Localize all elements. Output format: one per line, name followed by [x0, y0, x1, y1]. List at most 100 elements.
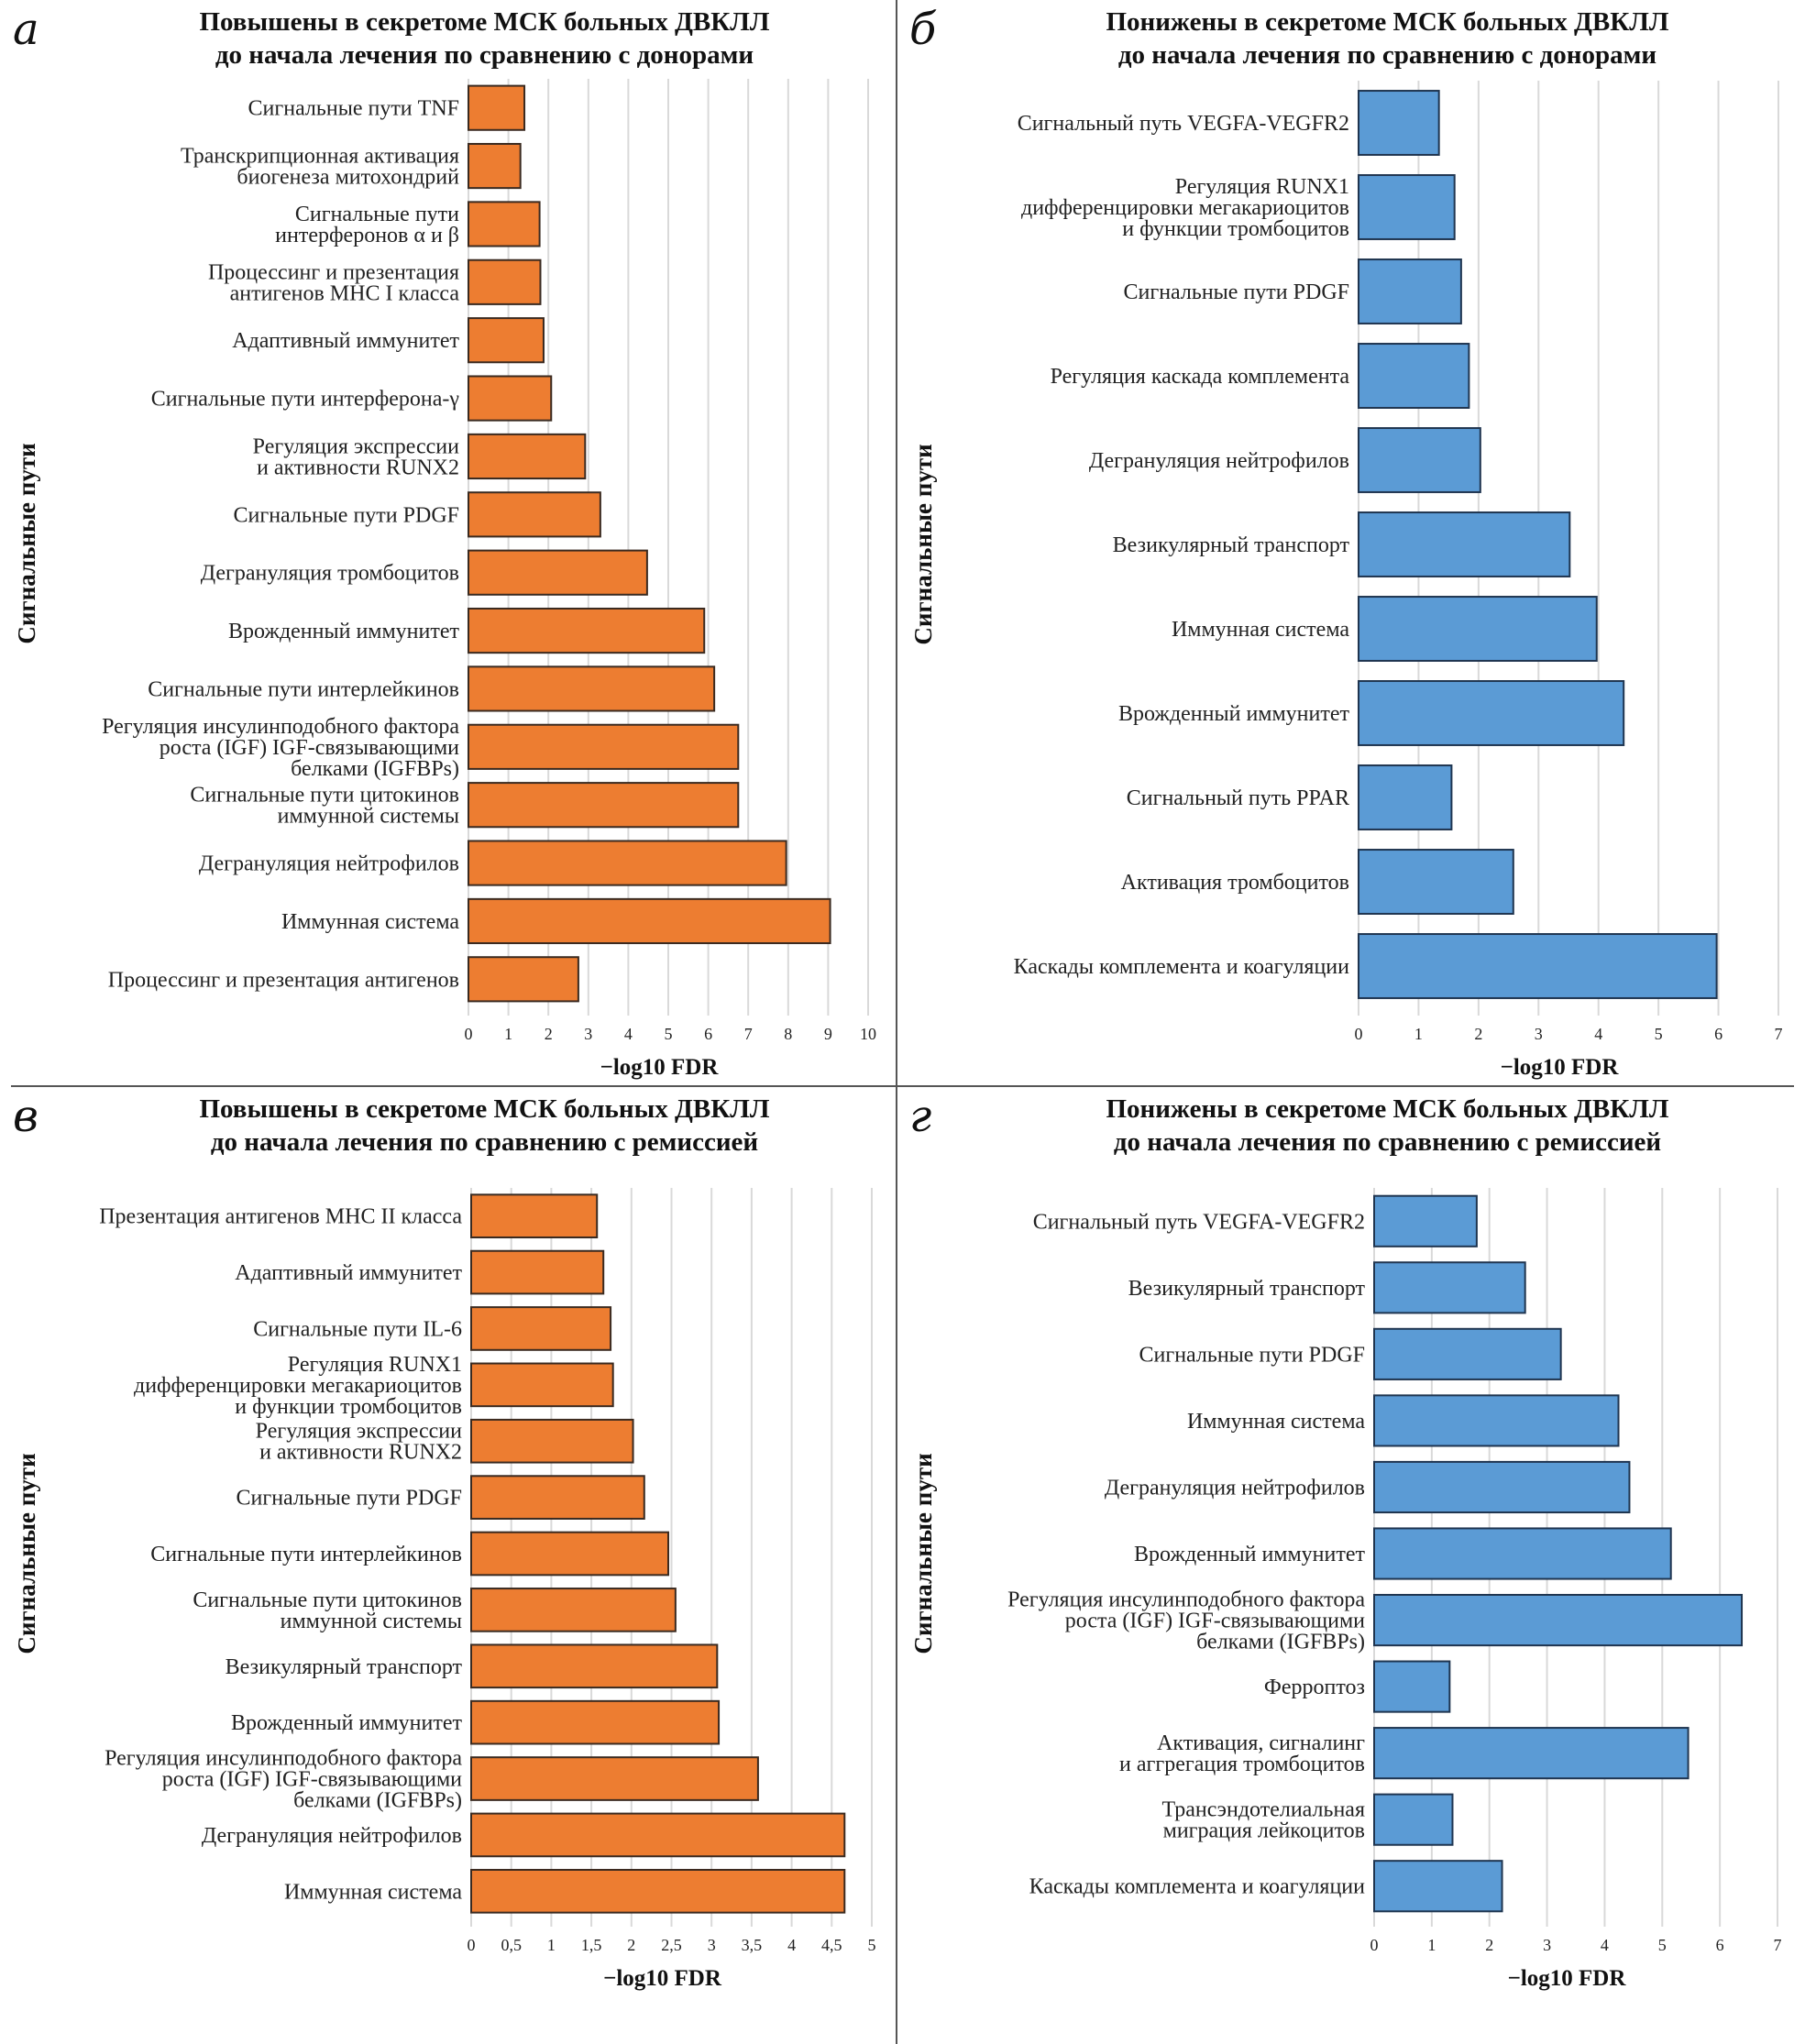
category-label: Регуляция экспрессии и активности RUNX2 [253, 434, 459, 479]
category-label-line: Сигнальные пути PDGF [237, 1487, 462, 1511]
x-tick-label: 1 [1414, 1025, 1423, 1043]
y-axis-title: Сигнальные пути [909, 1453, 937, 1654]
bar [1373, 1261, 1526, 1314]
category-label-line: Дегрануляция нейтрофилов [202, 1824, 462, 1848]
category-label-line: Регуляция RUNX1 [1175, 175, 1349, 199]
category-label: Процессинг и презентация антигенов [108, 968, 459, 992]
bar [1373, 1394, 1620, 1447]
category-label: Каскады комплемента и коагуляции [1029, 1875, 1365, 1899]
bar [470, 1588, 677, 1632]
bar [470, 1418, 634, 1464]
category-label: Ферроптоз [1264, 1676, 1365, 1699]
bar [468, 317, 545, 364]
bar [470, 1643, 719, 1689]
category-label-line: Врожденный иммунитет [1134, 1543, 1366, 1566]
category-label: Иммунная система [281, 910, 459, 934]
category-label-line: Каскады комплемента и коагуляции [1014, 955, 1349, 979]
chart-title-line-1: Повышены в секретоме МСК больных ДВКЛЛ [199, 1094, 770, 1124]
category-label-line: иммунной системы [281, 1610, 462, 1633]
category-label-line: дифференцировки мегакариоцитов [1021, 196, 1349, 220]
x-tick-label: 3,5 [742, 1936, 763, 1954]
y-axis-title: Сигнальные пути [13, 443, 40, 643]
chart-title-line-2: до начала лечения по сравнению с ремисси… [210, 1127, 759, 1157]
category-label-line: Презентация антигенов MHC II класса [99, 1205, 462, 1229]
category-label-line: Иммунная система [1187, 1410, 1365, 1434]
bar [470, 1699, 721, 1745]
category-label: Везикулярный транспорт [1128, 1277, 1366, 1301]
chart-title-line-1: Повышены в секретоме МСК больных ДВКЛЛ [199, 7, 770, 37]
category-label: Дегрануляция тромбоцитов [201, 562, 459, 586]
bar [468, 491, 601, 538]
category-label-line: и функции тромбоцитов [235, 1395, 462, 1419]
x-axis-title: −log10 FDR [603, 1966, 722, 1991]
category-label-line: Регуляция каскада комплемента [1051, 365, 1350, 389]
x-axis-title: −log10 FDR [1508, 1966, 1627, 1991]
category-label-line: Регуляция экспрессии [256, 1420, 462, 1444]
category-label-line: дифференцировки мегакариоцитов [134, 1374, 462, 1398]
x-tick-label: 5 [1655, 1025, 1663, 1043]
category-label-line: Каскады комплемента и коагуляции [1029, 1875, 1365, 1899]
category-label-line: Транскрипционная активация [181, 145, 459, 169]
chart-title: Повышены в секретоме МСК больных ДВКЛЛ д… [110, 5, 859, 71]
category-label: Презентация антигенов MHC II класса [99, 1205, 462, 1229]
bar [468, 258, 542, 305]
x-tick-label: 0 [1355, 1025, 1363, 1043]
x-tick-label: 2 [1474, 1025, 1482, 1043]
category-label-line: белками (IGFBPs) [291, 757, 459, 781]
bar [1373, 1593, 1744, 1647]
x-tick-label: 10 [860, 1025, 876, 1043]
bar [468, 375, 553, 422]
bar [468, 782, 740, 829]
bar [1358, 427, 1481, 493]
bar-chart: 0 1 2 3 4 5 6 7 −log10 FDR Сигнальные пути Сигналь… [909, 81, 1783, 1080]
category-label: Регуляция инсулинподобного фактора роста … [102, 715, 459, 781]
category-label: Регуляция RUNX1 дифференцировки мегакарио… [1021, 175, 1349, 241]
category-label: Везикулярный транспорт [1113, 533, 1350, 557]
category-label: Дегрануляция нейтрофилов [202, 1824, 462, 1848]
chart-title-line-1: Понижены в секретоме МСК больных ДВКЛЛ [1106, 1094, 1669, 1124]
category-label-line: Регуляция инсулинподобного фактора [105, 1747, 462, 1771]
category-label-line: Сигнальные пути PDGF [1124, 280, 1349, 304]
x-tick-label: 3 [1535, 1025, 1543, 1043]
y-axis-title: Сигнальные пути [13, 1453, 40, 1654]
category-label: Сигнальные пути цитокинов иммунной систем… [193, 1588, 462, 1633]
category-label: Сигнальные пути интерлейкинов [148, 677, 459, 701]
bar-chart: 0 0,5 1 1,5 2 2,5 3 3,5 4 4,5 5 −log10 FDR Сигнальны… [13, 1188, 876, 1991]
x-tick-label: 4 [1594, 1025, 1602, 1043]
category-label: Сигнальные пути TNF [248, 97, 459, 121]
category-label-line: и аггрегация тромбоцитов [1119, 1753, 1365, 1776]
vertical-panel-divider [896, 0, 897, 2044]
chart-title-line-2: до начала лечения по сравнению с донорам… [215, 40, 754, 70]
category-label: Процессинг и презентация антигенов MHC I … [208, 260, 459, 305]
x-axis-title: −log10 FDR [600, 1055, 720, 1080]
category-label-line: Активация тромбоцитов [1121, 871, 1349, 895]
category-label-line: Везикулярный транспорт [226, 1655, 463, 1679]
category-label-line: Процессинг и презентация антигенов [108, 968, 459, 992]
category-label: Дегрануляция нейтрофилов [199, 852, 459, 876]
category-label-line: Дегрануляция нейтрофилов [1105, 1476, 1365, 1500]
bar [470, 1362, 614, 1408]
category-label-line: роста (IGF) IGF-связывающими [160, 736, 459, 760]
category-label: Активация тромбоцитов [1121, 871, 1349, 895]
bar [470, 1249, 605, 1295]
x-tick-label: 8 [784, 1025, 792, 1043]
bar [470, 1306, 612, 1351]
x-tick-label: 0 [468, 1936, 476, 1954]
category-label: Иммунная система [1187, 1410, 1365, 1434]
bar [468, 84, 526, 131]
bar [1373, 1660, 1451, 1713]
category-label-line: Сигнальный путь VEGFA-VEGFR2 [1033, 1210, 1365, 1234]
category-label-line: Сигнальные пути PDGF [234, 503, 459, 527]
category-label: Дегрануляция нейтрофилов [1089, 449, 1349, 473]
category-label-line: Врожденный иммунитет [1118, 702, 1350, 726]
x-tick-label: 5 [665, 1025, 673, 1043]
category-label: Сигнальные пути PDGF [1139, 1343, 1365, 1367]
category-label-line: и функции тромбоцитов [1122, 217, 1349, 241]
x-axis-title: −log10 FDR [1501, 1055, 1620, 1080]
category-label-line: Везикулярный транспорт [1128, 1277, 1366, 1301]
bar [470, 1193, 599, 1239]
category-label: Трансэндотелиальная миграция лейкоцитов [1161, 1798, 1365, 1843]
x-tick-label: 1 [547, 1936, 556, 1954]
x-tick-label: 6 [1716, 1936, 1724, 1954]
x-tick-label: 6 [704, 1025, 712, 1043]
